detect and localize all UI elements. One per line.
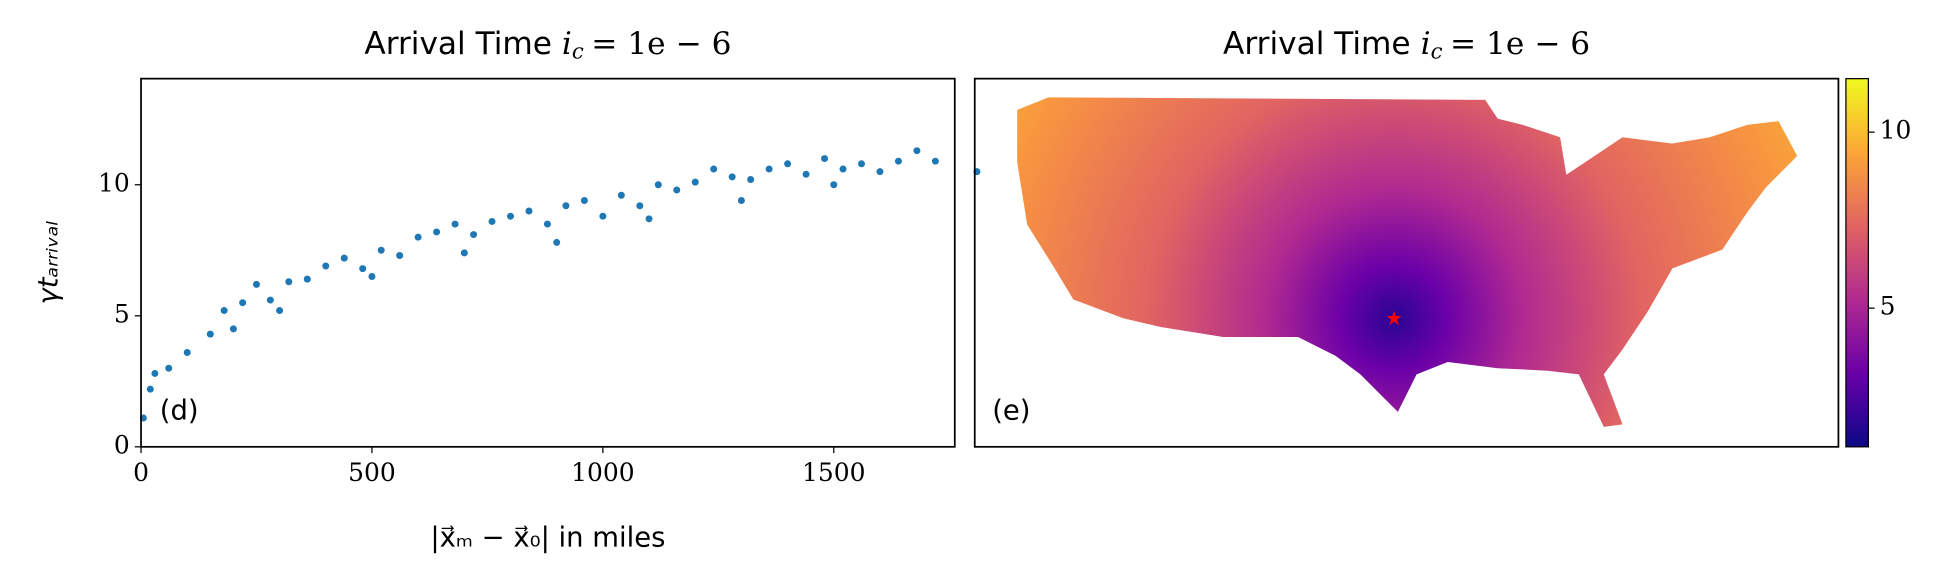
scatter-point [857,160,865,168]
title-sub: c [1431,39,1443,64]
scatter-point [728,173,736,181]
scatter-point [340,254,348,262]
title-sub: c [572,39,584,64]
title-tail: = 1e − 6 [591,25,731,61]
map-frame [973,77,1840,448]
scatter-point [460,249,468,257]
title-var: i [562,25,572,61]
scatter-point [710,165,718,173]
colorbar [1845,78,1869,448]
y-tick-label: 10 [98,168,130,197]
scatter-point [488,217,496,225]
scatter-point [839,165,847,173]
x-axis-label: |x⃗ₘ − x⃗₀| in miles [430,523,665,554]
colorbar-tick-label: 5 [1880,292,1896,321]
x-tick-label: 1000 [571,458,635,487]
scatter-point [562,202,570,210]
scatter-point [276,307,284,315]
scatter-point [747,176,755,184]
scatter-point [821,155,829,163]
title-text: Arrival Time [364,26,552,62]
scatter-point [303,275,311,283]
chart-title: Arrival Time ic = 1e − 6 [364,25,731,63]
y-tick-label: 5 [114,299,130,328]
scatter-point [737,196,745,204]
scatter-point [580,196,588,204]
plot-frame [140,77,956,448]
scatter-point [396,252,404,260]
panel-label: (e) [992,395,1030,426]
scatter-point [913,147,921,155]
scatter-point [252,280,260,288]
scatter-point [617,191,625,199]
origin-star: ★ [1385,306,1403,330]
scatter-point [433,228,441,236]
scatter-point [654,181,662,189]
scatter-point [645,215,653,223]
scatter-point [183,348,191,356]
scatter-point [765,165,773,173]
scatter-point [151,369,159,377]
x-tick-label: 1500 [802,458,866,487]
scatter-point [802,170,810,178]
scatter-point [525,207,533,215]
y-tick-label: 0 [114,430,130,459]
scatter-point [931,157,939,165]
scatter-point [285,278,293,286]
scatter-point [377,246,385,254]
scatter-point [206,330,214,338]
scatter-point [691,178,699,186]
us-map [1017,97,1798,427]
scatter-point [239,299,247,307]
scatter-point [636,202,644,210]
scatter-point [673,186,681,194]
scatter-point [220,307,228,315]
scatter-point [165,364,173,372]
x-tick-label: 500 [348,458,396,487]
y-axis-label: γtₐᵣᵣᵢᵥₐₗ [33,220,64,304]
scatter-point [470,231,478,239]
scatter-point [894,157,902,165]
scatter-point [876,168,884,176]
scatter-point [322,262,330,270]
scatter-point [784,160,792,168]
scatter-point [599,212,607,220]
title-var: i [1421,25,1431,61]
scatter-point [553,238,561,246]
scatter-point [359,265,367,273]
scatter-point [146,385,154,393]
scatter-point [507,212,514,220]
scatter-point [830,181,838,189]
scatter-point [229,325,237,333]
x-tick-label: 0 [133,458,149,487]
scatter-point [543,220,551,228]
title-text: Arrival Time [1223,26,1411,62]
colorbar-tick-label: 10 [1880,116,1912,145]
title-tail: = 1e − 6 [1450,25,1590,61]
scatter-point [451,220,459,228]
scatter-point [414,233,422,241]
scatter-point [368,272,376,280]
chart-title: Arrival Time ic = 1e − 6 [1223,25,1590,63]
scatter-point [266,296,274,304]
panel-label: (d) [160,395,199,426]
